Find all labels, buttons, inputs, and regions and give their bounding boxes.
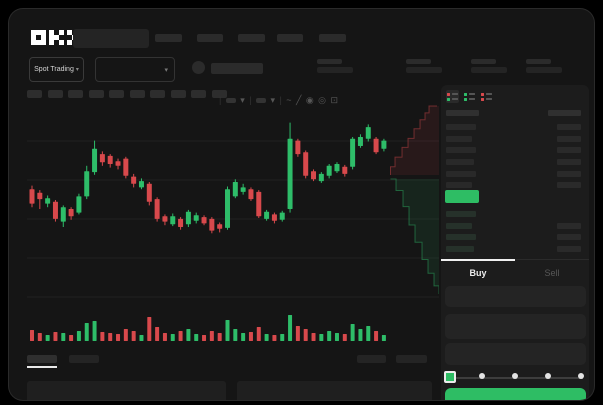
book-view-toggles — [446, 90, 493, 103]
slider-step-50[interactable] — [512, 373, 518, 379]
timeframe-button[interactable] — [88, 90, 104, 98]
chart-type-dropdown[interactable] — [225, 98, 236, 103]
order-book-bid-row[interactable] — [441, 220, 589, 232]
ticker-stat-2-value — [406, 67, 442, 73]
order-book-bid-row[interactable] — [441, 208, 589, 220]
slider-step-25[interactable] — [479, 373, 485, 379]
pair-name-placeholder — [211, 63, 263, 74]
toolbar-divider: | — [279, 95, 282, 105]
orders-table-placeholder — [237, 381, 432, 400]
order-book-ask-row[interactable] — [441, 179, 589, 191]
coin-icon — [192, 61, 205, 74]
bottom-action-2[interactable] — [396, 355, 427, 363]
app-window: Spot Trading ▾ ▾ | ▾ | ▾ | ~ ╱ ◉ ◎ ⊡ — [9, 9, 594, 400]
order-book-bid-row[interactable] — [441, 243, 589, 255]
ticker-stat-4-value — [526, 67, 562, 73]
toolbar-icons: | ▾ | ▾ | ~ ╱ ◉ ◎ ⊡ — [219, 90, 338, 108]
timeframe-button[interactable] — [129, 90, 145, 98]
timeframe-button[interactable] — [191, 90, 206, 98]
tab-sell[interactable]: Sell — [515, 259, 589, 285]
book-view-combined-icon[interactable] — [446, 90, 459, 103]
slider-step-75[interactable] — [545, 373, 551, 379]
ticker-stat-1-value — [317, 67, 353, 73]
chevron-down-icon: ▾ — [164, 67, 168, 74]
order-book-ask-row[interactable] — [441, 121, 589, 133]
nav-item-1[interactable] — [155, 34, 182, 42]
price-chart[interactable] — [27, 103, 439, 351]
settings-icon[interactable]: ◎ — [318, 95, 327, 105]
order-book-ask-row[interactable] — [441, 144, 589, 156]
ticker-stat-4-label — [526, 59, 551, 64]
trade-tabs: Buy Sell — [441, 259, 589, 285]
amount-input[interactable] — [445, 314, 586, 339]
nav-item-4[interactable] — [277, 34, 303, 42]
search-input[interactable] — [73, 29, 149, 48]
timeframe-button[interactable] — [150, 90, 165, 98]
toolbar-divider: | — [249, 95, 252, 105]
bottom-action-1[interactable] — [357, 355, 386, 363]
market-type-label: Spot Trading — [34, 66, 74, 73]
tab-buy[interactable]: Buy — [441, 259, 515, 285]
pair-selector-dropdown[interactable]: ▾ — [95, 57, 175, 82]
timeframe-button[interactable] — [109, 90, 124, 98]
timeframe-button[interactable] — [47, 90, 63, 98]
order-book-panel: Buy Sell — [441, 85, 589, 400]
amount-slider-handle[interactable] — [444, 371, 456, 383]
timeframe-button[interactable] — [170, 90, 186, 98]
bottom-tab-history[interactable] — [69, 355, 99, 363]
ticker-stat-2-label — [406, 59, 431, 64]
book-view-asks-icon[interactable] — [480, 90, 493, 103]
camera-icon[interactable]: ◉ — [305, 95, 314, 105]
chevron-down-icon: ▾ — [75, 67, 79, 73]
timeframe-button[interactable] — [211, 90, 227, 98]
chevron-down-icon[interactable]: ▾ — [240, 95, 245, 105]
active-tab-underline — [27, 366, 57, 368]
order-book-ask-row[interactable] — [441, 168, 589, 180]
indicator-dropdown[interactable] — [256, 98, 267, 103]
order-book-ask-row[interactable] — [441, 133, 589, 145]
line-tool-icon[interactable]: ~ — [286, 95, 292, 105]
logo-letter-k — [49, 30, 64, 45]
chevron-down-icon[interactable]: ▾ — [270, 95, 276, 105]
orders-table-placeholder — [27, 381, 226, 400]
price-input[interactable] — [445, 286, 586, 307]
timeframe-button[interactable] — [27, 90, 42, 98]
order-book-bid-row[interactable] — [441, 231, 589, 243]
ticker-stat-3-value — [471, 67, 507, 73]
last-price-badge — [445, 190, 479, 203]
ticker-stat-3-label — [471, 59, 496, 64]
logo-letter-o — [31, 30, 46, 45]
market-type-dropdown[interactable]: Spot Trading ▾ — [29, 57, 84, 82]
draw-tool-icon[interactable]: ╱ — [295, 95, 302, 105]
bottom-tab-orders[interactable] — [27, 355, 57, 363]
slider-step-100[interactable] — [578, 373, 584, 379]
book-view-bids-icon[interactable] — [463, 90, 476, 103]
nav-item-5[interactable] — [319, 34, 346, 42]
ticker-stat-1-label — [317, 59, 342, 64]
order-book-ask-row[interactable] — [441, 156, 589, 168]
asks-list — [441, 121, 589, 191]
total-input[interactable] — [445, 343, 586, 365]
nav-item-3[interactable] — [238, 34, 265, 42]
bids-list — [441, 208, 589, 255]
nav-item-2[interactable] — [197, 34, 223, 42]
timeframe-button[interactable] — [68, 90, 83, 98]
fullscreen-icon[interactable]: ⊡ — [330, 95, 339, 105]
order-book-header — [441, 107, 589, 119]
buy-submit-button[interactable] — [445, 388, 586, 400]
